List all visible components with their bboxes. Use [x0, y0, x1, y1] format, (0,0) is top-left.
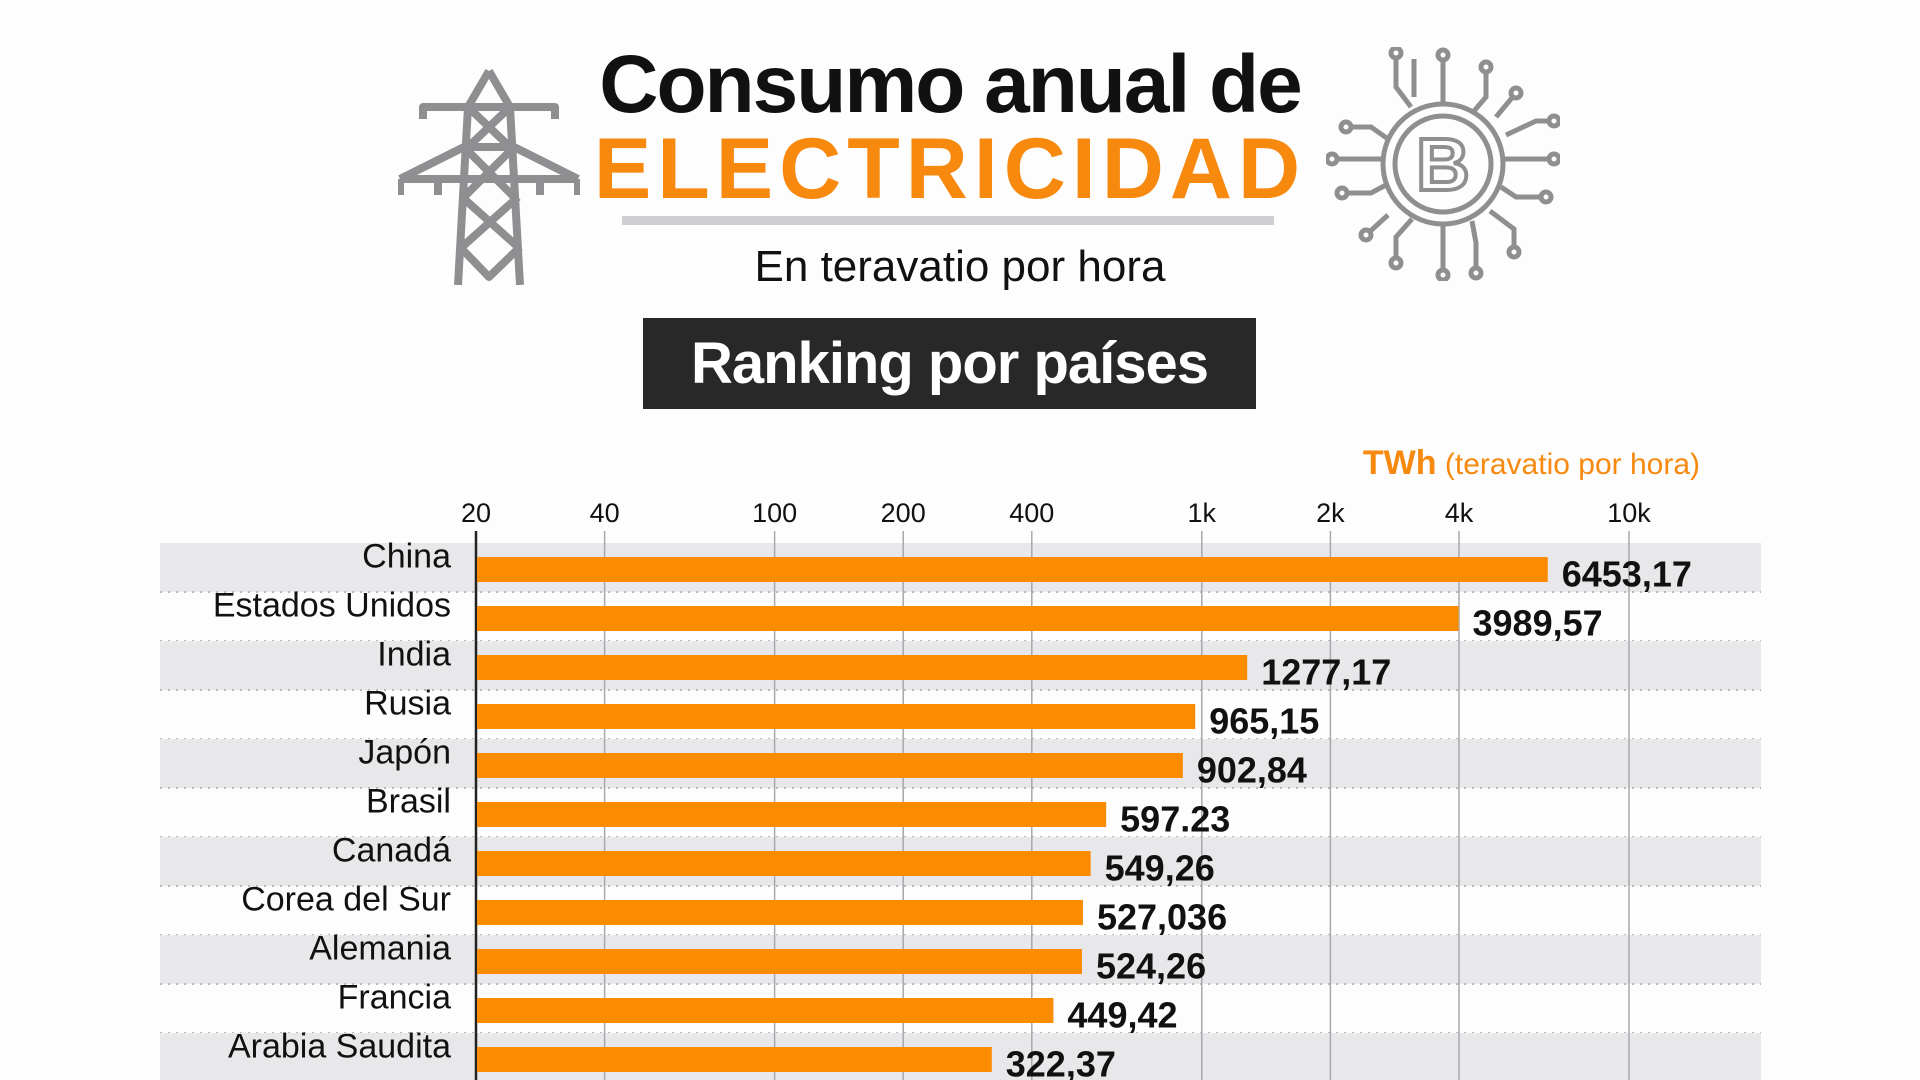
- x-tick-label: 2k: [1316, 498, 1345, 528]
- value-label: 1277,17: [1261, 652, 1391, 693]
- category-label: Brasil: [366, 783, 451, 821]
- x-tick-label: 20: [461, 498, 491, 528]
- subtitle: En teravatio por hora: [754, 242, 1166, 291]
- value-label: 965,15: [1209, 701, 1319, 742]
- bar: [477, 655, 1248, 680]
- svg-text:B: B: [1416, 123, 1469, 206]
- category-label: Estados Unidos: [213, 587, 451, 625]
- value-label: 549,26: [1105, 848, 1215, 889]
- category-label: China: [362, 538, 451, 576]
- x-tick-label: 1k: [1188, 498, 1217, 528]
- category-label: Francia: [338, 979, 451, 1017]
- category-label: Alemania: [309, 930, 451, 968]
- bar: [477, 753, 1183, 778]
- category-label: Corea del Sur: [241, 881, 451, 919]
- bar: [477, 802, 1107, 827]
- title-divider: [622, 216, 1274, 225]
- x-tick-label: 200: [881, 498, 926, 528]
- bar: [477, 851, 1091, 876]
- title-line-2: ELECTRICIDAD: [593, 121, 1307, 217]
- bar: [477, 998, 1054, 1023]
- bar: [477, 900, 1083, 925]
- bar: [477, 949, 1082, 974]
- value-label: 527,036: [1097, 897, 1227, 938]
- bar: [477, 704, 1196, 729]
- x-tick-label: 10k: [1607, 498, 1651, 528]
- power-tower-icon: [398, 68, 580, 285]
- x-tick-label: 100: [752, 498, 797, 528]
- bar: [477, 606, 1459, 631]
- title-line-1: Consumo anual de: [599, 39, 1303, 130]
- bitcoin-circuit-icon: B: [1326, 47, 1560, 281]
- category-label: India: [377, 636, 451, 674]
- ranking-banner: Ranking por países: [643, 318, 1256, 409]
- bar: [477, 557, 1548, 582]
- value-label: 3989,57: [1473, 603, 1603, 644]
- category-label: Japón: [358, 734, 451, 772]
- category-label: Canadá: [332, 832, 451, 870]
- value-label: 597.23: [1120, 799, 1230, 840]
- category-label: Arabia Saudita: [228, 1028, 451, 1066]
- bar: [477, 1047, 992, 1072]
- value-label: 902,84: [1197, 750, 1307, 791]
- unit-note: (teravatio por hora): [1444, 448, 1700, 481]
- category-label: Rusia: [364, 685, 451, 723]
- value-label: 449,42: [1067, 995, 1177, 1036]
- x-tick-label: 4k: [1445, 498, 1474, 528]
- ranking-label: Ranking por países: [690, 331, 1209, 396]
- unit-label: TWh (teravatio por hora): [1300, 444, 1700, 483]
- value-label: 524,26: [1096, 946, 1206, 987]
- value-label: 322,37: [1006, 1044, 1116, 1080]
- x-tick-label: 400: [1009, 498, 1054, 528]
- value-label: 6453,17: [1562, 554, 1692, 595]
- x-tick-label: 40: [590, 498, 620, 528]
- unit: TWh: [1362, 444, 1437, 482]
